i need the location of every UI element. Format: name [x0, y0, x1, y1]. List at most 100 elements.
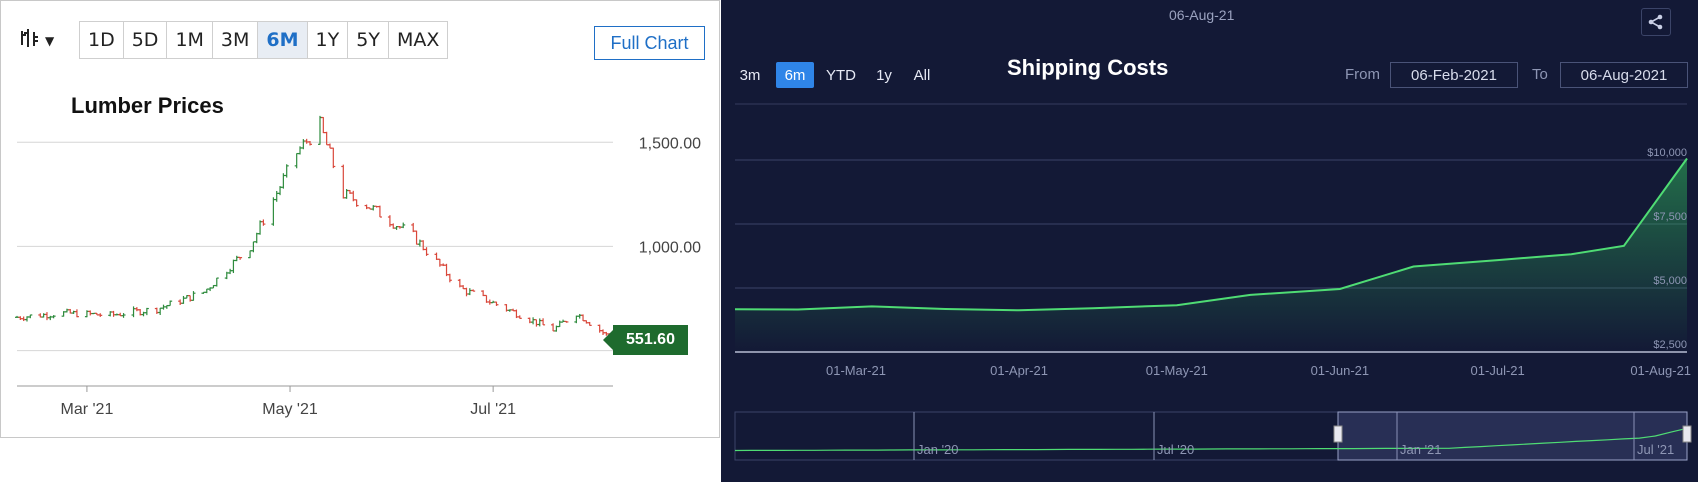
candle — [258, 220, 263, 235]
candle — [537, 318, 542, 327]
navigator-handle[interactable] — [1333, 425, 1343, 443]
candle — [421, 240, 426, 251]
candle — [144, 307, 149, 316]
y-tick-label: 1,000.00 — [639, 239, 701, 256]
to-date-input[interactable]: 06-Aug-2021 — [1560, 62, 1688, 88]
candle — [134, 307, 139, 312]
candle — [294, 152, 299, 169]
candle — [254, 232, 259, 244]
candle — [248, 250, 253, 259]
candle — [317, 115, 322, 145]
range-ytd-button[interactable]: YTD — [826, 66, 856, 84]
candle — [341, 164, 346, 199]
navigator[interactable]: Jan '20 Jul '20 Jan '21 Jul '21 — [734, 411, 1692, 461]
candle — [377, 205, 382, 218]
chevron-down-icon: ▼ — [45, 33, 55, 48]
range-5y[interactable]: 5Y — [348, 22, 389, 58]
lumber-plot: 1,500.00 1,000.00 Mar '21 May '21 Jul '21 — [15, 115, 701, 418]
x-tick-label: Jul '21 — [470, 401, 516, 418]
candle — [121, 313, 126, 318]
lumber-chart-panel: ▼ 1D 5D 1M 3M 6M 1Y 5Y MAX Full Chart Lu… — [0, 0, 720, 438]
range-1d[interactable]: 1D — [80, 22, 124, 58]
range-3m[interactable]: 3M — [213, 22, 259, 58]
candle — [327, 143, 332, 149]
candle — [321, 116, 326, 134]
candle — [271, 197, 276, 226]
candle — [98, 313, 103, 317]
candle — [494, 301, 499, 306]
x-tick-label: Mar '21 — [60, 401, 113, 418]
candle — [471, 289, 476, 292]
candle — [158, 307, 163, 315]
candle — [111, 310, 116, 317]
x-tick-label: 01-Aug-21 — [1630, 363, 1691, 378]
to-label: To — [1532, 66, 1548, 83]
y-tick-label: $2,500 — [1653, 339, 1687, 351]
x-tick-label: 01-Jul-21 — [1471, 363, 1525, 378]
candle — [44, 312, 49, 321]
candle — [467, 288, 472, 296]
candle — [531, 317, 536, 325]
candle — [21, 316, 26, 322]
y-tick-label: $5,000 — [1653, 275, 1687, 287]
candle — [238, 256, 243, 260]
chart-type-selector[interactable]: ▼ — [19, 27, 54, 54]
candle — [18, 316, 23, 320]
navigator-line — [734, 427, 1688, 452]
from-date-input[interactable]: 06-Feb-2021 — [1390, 62, 1518, 88]
y-tick-label: $7,500 — [1653, 211, 1687, 223]
candle — [178, 299, 183, 305]
navigator-handle[interactable] — [1682, 425, 1692, 443]
range-6m-button[interactable]: 6m — [776, 62, 814, 88]
candle — [304, 138, 309, 144]
candle — [541, 318, 546, 326]
candle — [447, 273, 452, 283]
range-max[interactable]: MAX — [396, 29, 440, 51]
from-label: From — [1345, 66, 1380, 83]
candle — [28, 314, 33, 319]
candle — [551, 323, 556, 332]
candle — [597, 324, 602, 333]
range-1y[interactable]: 1Y — [308, 22, 349, 58]
share-button[interactable] — [1641, 8, 1671, 36]
navigator-label: Jul '21 — [1637, 442, 1674, 457]
x-tick-label: 01-Mar-21 — [826, 363, 886, 378]
candle — [581, 314, 586, 322]
candle — [88, 310, 93, 316]
candle — [181, 295, 186, 304]
candle — [517, 315, 522, 319]
navigator-label: Jul '20 — [1157, 442, 1194, 457]
series-line — [734, 157, 1688, 312]
candle — [191, 291, 196, 301]
last-price-badge: 551.60 — [603, 324, 688, 355]
candle — [131, 306, 136, 318]
candle — [228, 268, 233, 275]
y-tick-label: 1,500.00 — [639, 135, 701, 152]
candle — [424, 247, 429, 256]
area-fill — [735, 158, 1687, 352]
range-1y-button[interactable]: 1y — [876, 66, 892, 84]
candle — [564, 320, 569, 323]
candle — [401, 222, 406, 229]
header-date: 06-Aug-21 — [1169, 7, 1235, 23]
range-selector: 1D 5D 1M 3M 6M 1Y 5Y MAX — [79, 21, 449, 59]
lumber-chart-title: Lumber Prices — [71, 93, 224, 118]
candle — [331, 147, 336, 169]
shipping-chart-panel: 06-Aug-21 3m 6m YTD 1y All Shipping Cost… — [721, 0, 1698, 482]
candlestick-icon — [19, 27, 41, 54]
range-3m-button[interactable]: 3m — [739, 66, 761, 84]
range-1m[interactable]: 1M — [167, 22, 213, 58]
candle — [324, 131, 329, 146]
range-6m[interactable]: 6M — [258, 22, 308, 58]
x-tick-label: 01-Apr-21 — [990, 363, 1048, 378]
x-tick-label: May '21 — [262, 401, 318, 418]
full-chart-button[interactable]: Full Chart — [594, 26, 705, 60]
range-5d[interactable]: 5D — [124, 22, 168, 58]
range-all-button[interactable]: All — [913, 66, 931, 84]
candle — [534, 319, 539, 327]
candle — [231, 259, 236, 274]
x-tick-label: 01-Jun-21 — [1311, 363, 1370, 378]
candle — [577, 313, 582, 319]
candle — [168, 300, 173, 307]
candle — [308, 141, 313, 146]
